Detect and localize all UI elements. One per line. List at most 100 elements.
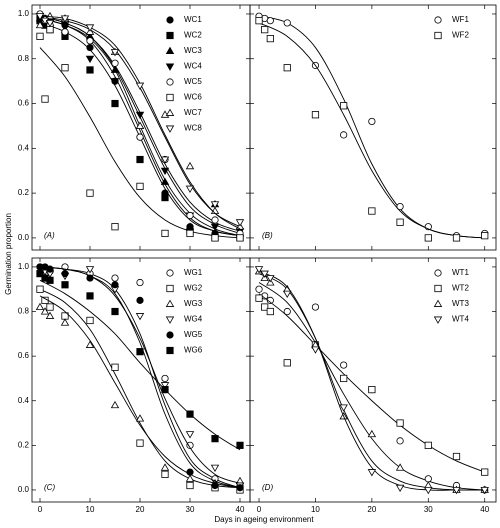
point xyxy=(396,202,404,211)
point xyxy=(211,481,219,490)
point xyxy=(61,28,69,36)
legend-marker xyxy=(165,46,175,54)
legend-label: WC1 xyxy=(184,15,202,24)
point xyxy=(255,294,263,302)
point xyxy=(311,303,320,311)
point xyxy=(340,131,348,139)
point xyxy=(35,13,45,21)
point xyxy=(210,201,220,209)
point xyxy=(452,234,461,242)
point xyxy=(368,207,376,215)
y-tick-label: 0.4 xyxy=(18,143,30,152)
legend-label: WC3 xyxy=(184,46,202,55)
point xyxy=(46,303,54,311)
legend-marker xyxy=(166,31,174,40)
point xyxy=(135,121,145,129)
point xyxy=(161,229,169,238)
point xyxy=(35,20,45,29)
point xyxy=(111,281,119,289)
point xyxy=(111,59,119,67)
point xyxy=(340,374,348,383)
legend-label: WG5 xyxy=(184,330,203,339)
point xyxy=(340,361,348,369)
fit-curve xyxy=(39,266,241,489)
x-axis-label: Days in ageing environment xyxy=(214,515,314,524)
point xyxy=(395,463,405,471)
y-tick-label: 0.0 xyxy=(18,485,30,494)
point xyxy=(185,185,195,193)
point xyxy=(396,419,404,427)
point xyxy=(136,278,144,287)
point xyxy=(86,274,94,282)
point xyxy=(186,441,194,449)
legend-marker xyxy=(166,78,174,86)
point xyxy=(110,49,120,57)
legend-label: WG4 xyxy=(184,315,203,324)
point xyxy=(424,441,432,449)
point xyxy=(136,182,144,190)
point xyxy=(136,155,144,164)
fit-curve xyxy=(258,270,485,491)
point xyxy=(40,307,50,315)
legend-label: WG2 xyxy=(184,284,203,293)
point xyxy=(110,400,120,409)
point xyxy=(111,223,119,231)
point xyxy=(110,78,120,86)
fit-curve xyxy=(258,273,485,491)
point xyxy=(136,296,144,304)
point xyxy=(135,82,145,90)
point xyxy=(283,64,291,72)
point xyxy=(36,285,44,293)
point xyxy=(211,435,219,443)
point xyxy=(481,468,489,476)
legend-marker xyxy=(166,346,174,355)
point xyxy=(255,285,263,293)
legend-marker xyxy=(166,284,174,293)
y-tick-label: 1.0 xyxy=(18,9,30,18)
point xyxy=(161,374,169,383)
point xyxy=(283,19,291,27)
legend-label: WC7 xyxy=(184,108,202,117)
point xyxy=(86,189,94,197)
legend-label: WT3 xyxy=(452,299,469,308)
point xyxy=(185,431,195,439)
point xyxy=(480,486,489,495)
legend-label: WF1 xyxy=(452,15,469,24)
point xyxy=(260,270,269,278)
point xyxy=(452,452,461,461)
point xyxy=(424,486,433,495)
point xyxy=(45,311,55,319)
point xyxy=(186,211,194,220)
point xyxy=(185,161,195,170)
fit-curve xyxy=(39,22,241,237)
point xyxy=(396,218,404,226)
legend-label: WT2 xyxy=(452,284,469,293)
point xyxy=(185,474,195,482)
point xyxy=(367,469,377,477)
legend-marker xyxy=(166,331,174,339)
y-tick-label: 0.0 xyxy=(18,233,30,242)
y-tick-label: 0.8 xyxy=(18,307,30,316)
point xyxy=(36,32,44,40)
point xyxy=(283,307,291,316)
panel-label: (B) xyxy=(262,231,273,240)
point xyxy=(266,307,274,316)
point xyxy=(160,463,170,471)
legend-marker xyxy=(165,316,175,324)
point xyxy=(185,222,195,230)
point xyxy=(85,340,95,348)
plot-frame xyxy=(249,4,497,251)
legend-label: WG3 xyxy=(184,299,203,308)
point xyxy=(136,133,144,141)
point xyxy=(61,270,69,278)
y-tick-label: 1.0 xyxy=(18,262,30,271)
point xyxy=(186,229,194,238)
point xyxy=(136,348,144,356)
point xyxy=(160,382,170,390)
legend-marker xyxy=(433,316,443,324)
point xyxy=(36,270,44,278)
legend-label: WG6 xyxy=(184,346,203,355)
legend-marker xyxy=(434,16,442,24)
point xyxy=(136,439,144,447)
point xyxy=(86,316,94,325)
